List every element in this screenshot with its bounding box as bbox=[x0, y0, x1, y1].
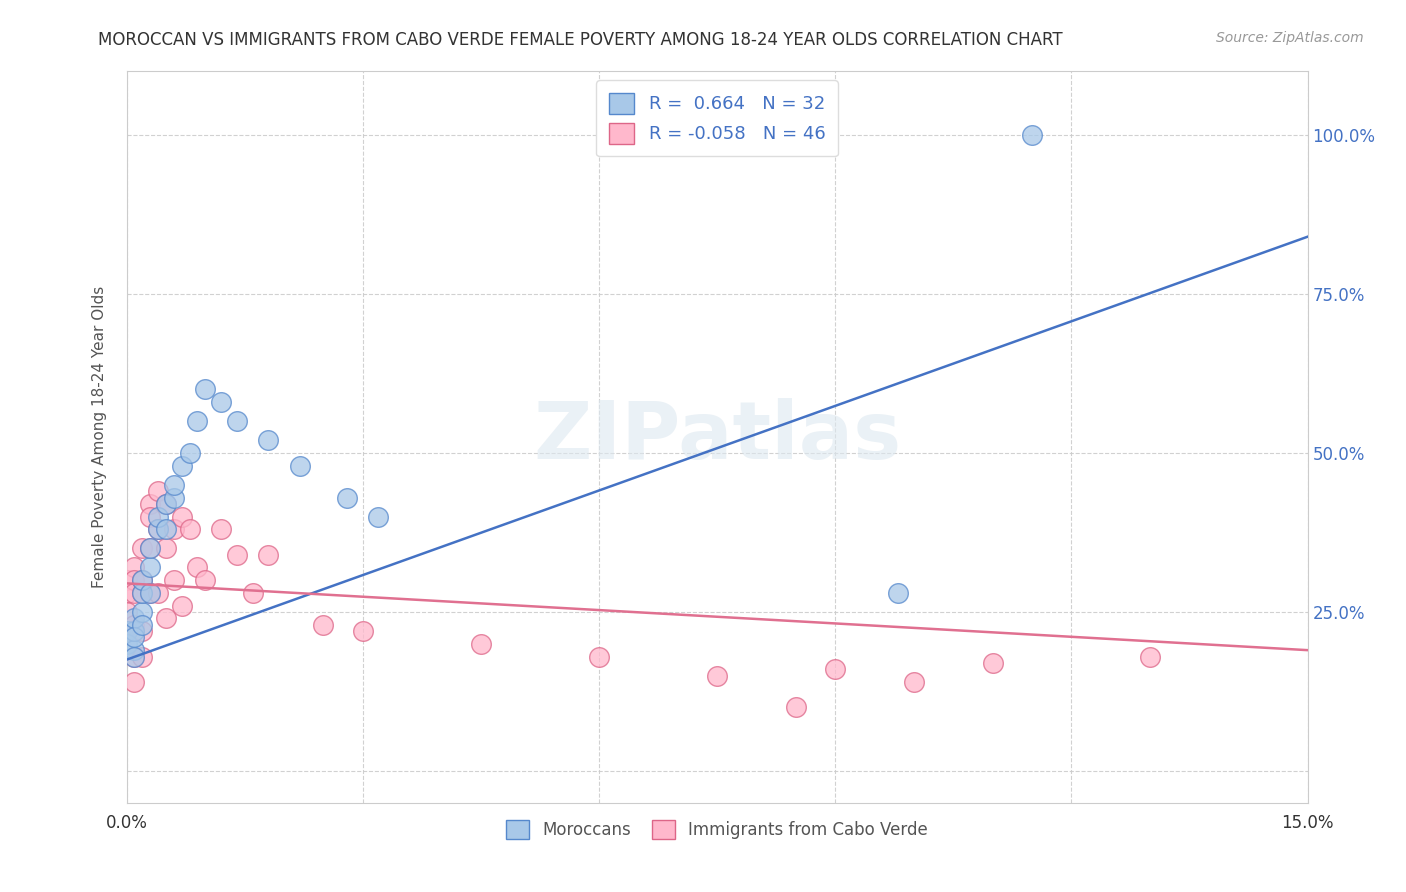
Point bbox=[131, 586, 153, 600]
Point bbox=[124, 586, 146, 600]
Point bbox=[115, 624, 138, 638]
Point bbox=[139, 560, 162, 574]
Y-axis label: Female Poverty Among 18-24 Year Olds: Female Poverty Among 18-24 Year Olds bbox=[93, 286, 107, 588]
Text: MOROCCAN VS IMMIGRANTS FROM CABO VERDE FEMALE POVERTY AMONG 18-24 YEAR OLDS CORR: MOROCCAN VS IMMIGRANTS FROM CABO VERDE F… bbox=[98, 31, 1063, 49]
Point bbox=[139, 541, 162, 556]
Point bbox=[115, 624, 138, 638]
Point bbox=[115, 637, 138, 651]
Point bbox=[170, 599, 193, 613]
Point bbox=[186, 414, 208, 428]
Point bbox=[163, 522, 186, 536]
Point bbox=[146, 586, 169, 600]
Point bbox=[124, 611, 146, 625]
Point bbox=[588, 649, 610, 664]
Point bbox=[155, 611, 177, 625]
Point bbox=[312, 617, 335, 632]
Point bbox=[194, 383, 217, 397]
Point bbox=[131, 573, 153, 587]
Point bbox=[115, 586, 138, 600]
Point bbox=[124, 624, 146, 638]
Point bbox=[209, 395, 232, 409]
Point bbox=[824, 662, 846, 676]
Point bbox=[124, 573, 146, 587]
Point bbox=[1139, 649, 1161, 664]
Point bbox=[257, 548, 280, 562]
Point bbox=[887, 586, 910, 600]
Point bbox=[139, 541, 162, 556]
Point bbox=[131, 605, 153, 619]
Point bbox=[209, 522, 232, 536]
Point bbox=[785, 700, 807, 714]
Point bbox=[139, 586, 162, 600]
Point bbox=[146, 522, 169, 536]
Point bbox=[115, 573, 138, 587]
Point bbox=[470, 637, 492, 651]
Legend: Moroccans, Immigrants from Cabo Verde: Moroccans, Immigrants from Cabo Verde bbox=[499, 814, 935, 846]
Text: ZIPatlas: ZIPatlas bbox=[533, 398, 901, 476]
Point bbox=[131, 586, 153, 600]
Text: Source: ZipAtlas.com: Source: ZipAtlas.com bbox=[1216, 31, 1364, 45]
Point bbox=[131, 573, 153, 587]
Point bbox=[146, 509, 169, 524]
Point bbox=[163, 491, 186, 505]
Point bbox=[115, 605, 138, 619]
Point bbox=[124, 675, 146, 690]
Point bbox=[186, 560, 208, 574]
Point bbox=[124, 560, 146, 574]
Point bbox=[139, 509, 162, 524]
Point bbox=[131, 649, 153, 664]
Point bbox=[155, 497, 177, 511]
Point bbox=[163, 477, 186, 491]
Point bbox=[124, 649, 146, 664]
Point bbox=[131, 617, 153, 632]
Point bbox=[124, 631, 146, 645]
Point bbox=[146, 522, 169, 536]
Point bbox=[155, 497, 177, 511]
Point bbox=[225, 414, 247, 428]
Point bbox=[1021, 128, 1043, 142]
Point bbox=[179, 446, 201, 460]
Point bbox=[903, 675, 925, 690]
Point bbox=[124, 617, 146, 632]
Point bbox=[194, 573, 217, 587]
Point bbox=[352, 624, 374, 638]
Point bbox=[163, 573, 186, 587]
Point bbox=[139, 586, 162, 600]
Point bbox=[124, 643, 146, 657]
Point bbox=[288, 458, 311, 473]
Point bbox=[131, 541, 153, 556]
Point bbox=[124, 649, 146, 664]
Point bbox=[146, 484, 169, 499]
Point bbox=[170, 509, 193, 524]
Point bbox=[367, 509, 389, 524]
Point bbox=[981, 656, 1004, 670]
Point bbox=[179, 522, 201, 536]
Point bbox=[336, 491, 359, 505]
Point bbox=[155, 541, 177, 556]
Point bbox=[225, 548, 247, 562]
Point bbox=[706, 668, 728, 682]
Point bbox=[170, 458, 193, 473]
Point bbox=[139, 497, 162, 511]
Point bbox=[155, 522, 177, 536]
Point bbox=[257, 434, 280, 448]
Point bbox=[242, 586, 264, 600]
Point bbox=[131, 624, 153, 638]
